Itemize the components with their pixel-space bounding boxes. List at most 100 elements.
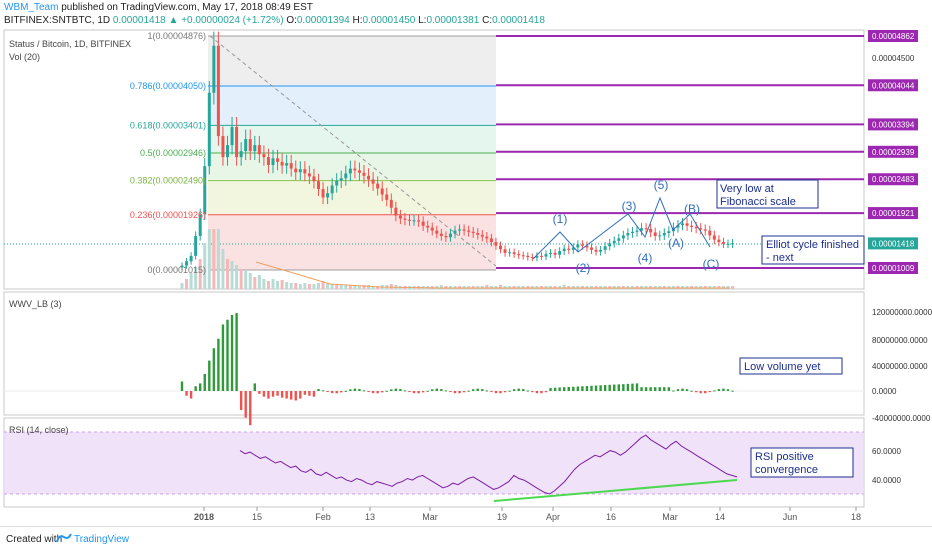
price-axis: 0.00004862 0.00004500 0.00004044 0.00003394… (868, 30, 918, 274)
annotation-volume: Low volume yet (744, 361, 820, 373)
wwv-bar (649, 387, 652, 391)
candle-body (508, 252, 512, 254)
tradingview-brand[interactable]: TradingView (74, 534, 130, 545)
wwv-bar (435, 388, 438, 391)
volume-bar (444, 286, 448, 289)
time-label-11: 18 (851, 512, 861, 522)
close-value: 0.00001418 (492, 15, 545, 26)
wwv-bar (385, 390, 388, 392)
fib-label-3: 0.5(0.00002946) (140, 148, 206, 158)
wwv-bar (362, 390, 366, 392)
candle-body (640, 228, 644, 231)
annotation-box-elliot[interactable] (761, 235, 865, 265)
tradingview-logo-icon[interactable] (56, 531, 72, 549)
wwv-bar (344, 390, 347, 392)
candle-body (644, 228, 648, 230)
wave-label-0: (1) (553, 212, 568, 226)
volume-bar (503, 286, 507, 289)
wwv-bar (440, 389, 443, 391)
candle-body (649, 228, 653, 233)
candle-body (590, 247, 593, 250)
wwv-bar (599, 385, 602, 391)
candle-body (326, 193, 330, 198)
candle-body (203, 166, 207, 215)
candle-body (312, 176, 316, 182)
wwv-bar (722, 388, 725, 391)
wwv-bar (208, 360, 211, 391)
wwv-bar (672, 390, 675, 392)
wwv-bar (189, 391, 193, 399)
wwv-bar (622, 384, 625, 391)
volume-bar (221, 249, 225, 289)
wwv-bar (390, 389, 393, 391)
time-label-4: Mar (422, 512, 438, 522)
candle-body (262, 154, 266, 158)
volume-bar (467, 286, 471, 289)
wwv-bar (230, 315, 234, 391)
fib-zone-0 (208, 36, 496, 87)
candle-body (617, 238, 621, 241)
candle-body (348, 168, 352, 174)
ohlc-line: BITFINEX:SNTBTC, 1D 0.00001418 ▲ +0.0000… (4, 15, 545, 27)
wwv-bar (699, 391, 702, 394)
annotation-box-fib[interactable] (716, 179, 819, 209)
wave-label-4: (5) (654, 178, 669, 192)
candle-body (612, 240, 616, 244)
wwv-bar (635, 383, 639, 391)
wave-label-6: (B) (684, 202, 700, 216)
published-text: published on TradingView.com, May 17, 20… (58, 2, 313, 13)
candle-body (462, 229, 466, 231)
volume-bar (348, 285, 352, 289)
volume-bar (362, 285, 366, 289)
annotation-rsi-line2: convergence (755, 464, 818, 476)
price-label-8: 0.00001009 (872, 264, 915, 273)
wwv-bar (358, 389, 361, 391)
rsi-axis-label-1: 40.0000 (872, 476, 901, 485)
volume-bar (321, 281, 325, 289)
candle-body (435, 230, 439, 234)
wwv-bar (312, 391, 316, 397)
open-label: O: (286, 15, 297, 26)
annotation-box-volume[interactable] (739, 357, 843, 375)
candle-body (376, 183, 380, 189)
volume-bar (471, 286, 475, 289)
fib-zone-4 (208, 180, 496, 215)
annotation-rsi-line1: RSI positive (755, 451, 814, 463)
author-link[interactable]: WBM_Team (4, 2, 59, 13)
volume-bar (235, 265, 239, 289)
volume-bar (494, 286, 498, 289)
chart-svg[interactable]: 1(0.00004876) 0.786(0.00004050) 0.618(0.00… (0, 0, 932, 526)
volume-bar (298, 284, 302, 289)
wwv-bar (626, 383, 630, 391)
wwv-bar (349, 389, 352, 391)
wwv-bar (271, 391, 275, 397)
volume-bar (230, 261, 234, 289)
candle-body (553, 252, 557, 255)
annotation-box-rsi[interactable] (750, 447, 854, 478)
created-with-text: Created with (6, 534, 63, 545)
wwv-bar (449, 391, 452, 393)
wwv-bar (235, 313, 238, 391)
fib-label-1: 0.786(0.00004050) (130, 81, 206, 91)
candle-body (389, 199, 393, 208)
wwv-bar (535, 391, 539, 394)
time-label-7: 16 (606, 512, 616, 522)
wwv-bar (185, 391, 188, 396)
wwv-bar (258, 391, 261, 394)
candle-body (266, 157, 270, 165)
wwv-bar (326, 391, 329, 392)
wwv-bar (563, 387, 566, 391)
wwv-bar (731, 390, 734, 392)
time-label-6: Apr (546, 512, 560, 522)
wwv-bar (417, 391, 420, 394)
candle-body (239, 151, 243, 158)
volume-bar (317, 283, 320, 289)
vol-label: Vol (20) (9, 52, 40, 62)
candle-body (330, 185, 334, 194)
wwv-bar (704, 391, 707, 394)
volume-bar (517, 286, 521, 289)
candle-body (530, 257, 534, 259)
candle-body (699, 228, 703, 230)
volume-bar (731, 286, 735, 289)
wwv-bar (303, 391, 307, 395)
